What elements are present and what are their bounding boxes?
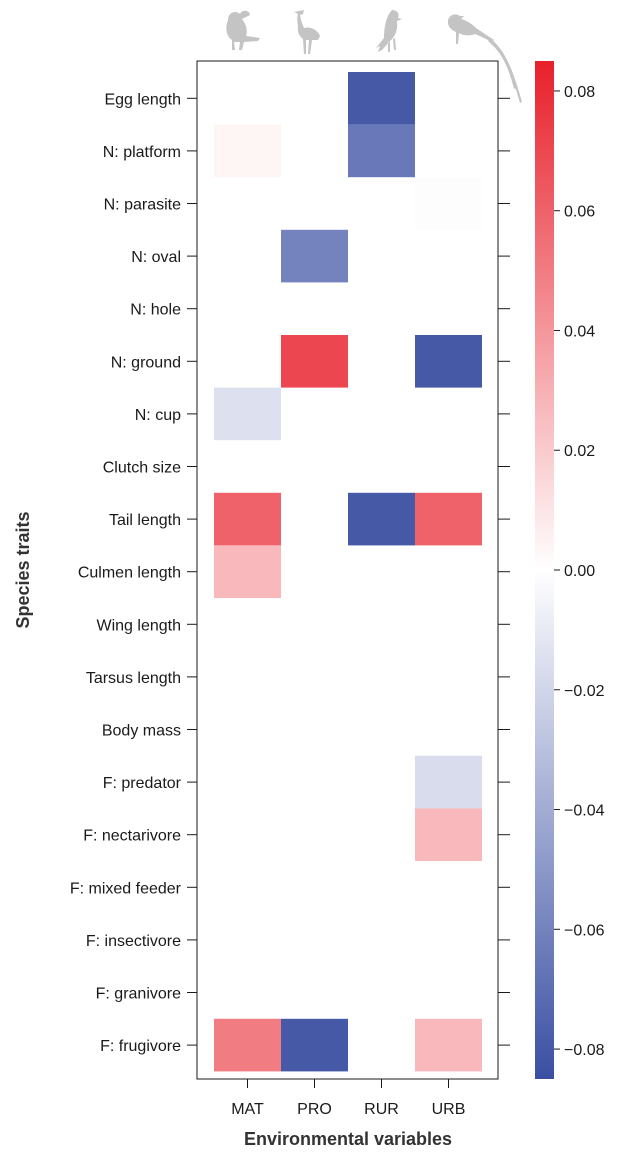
heatmap-cell (415, 177, 482, 230)
colorbar-tick-label: 0.08 (564, 84, 595, 101)
colorbar-tick-label: −0.04 (564, 803, 605, 820)
y-tick-label: N: oval (131, 249, 181, 266)
hornbill-icon (226, 10, 260, 51)
y-tick-label: F: predator (103, 775, 182, 792)
x-tick-label: MAT (231, 1101, 264, 1118)
y-tick-label: N: cup (135, 407, 181, 424)
x-tick-label: PRO (297, 1101, 332, 1118)
y-tick-label: Clutch size (103, 460, 181, 477)
heatmap-cell (214, 124, 281, 178)
y-tick-label: F: insectivore (86, 933, 181, 950)
heatmap-cell (214, 492, 281, 546)
heatmap-cells (214, 72, 482, 1072)
y-tick-label: N: platform (103, 144, 181, 161)
perching-bird-icon (376, 10, 402, 52)
x-axis: MAT PRO RUR URB (231, 1079, 465, 1118)
plot-frame (196, 60, 499, 1080)
colorbar-tick-label: −0.06 (564, 922, 605, 939)
heatmap-cell (281, 1018, 348, 1072)
heatmap-cell (214, 1018, 281, 1072)
heatmap-cell (348, 124, 415, 178)
heatmap-cell (415, 492, 482, 546)
y-tick-label: Tarsus length (86, 670, 181, 687)
x-axis-title: Environmental variables (244, 1129, 452, 1149)
y-tick-label: Tail length (109, 512, 181, 529)
column-icons (226, 10, 522, 103)
y-tick-label: F: nectarivore (83, 828, 181, 845)
long-tailed-bird-icon (447, 14, 522, 103)
heatmap-cell (415, 755, 482, 809)
colorbar-tick-label: 0.06 (564, 204, 595, 221)
heatmap-cell (348, 492, 415, 546)
colorbar-tick-label: −0.08 (564, 1042, 605, 1059)
heatmap-cell (281, 229, 348, 283)
colorbar-tick-label: −0.02 (564, 683, 605, 700)
colorbar-tick-label: 0.04 (564, 323, 595, 340)
stork-icon (294, 10, 320, 54)
y-tick-label: N: hole (130, 302, 181, 319)
colorbar (535, 61, 554, 1079)
y-tick-label: F: frugivore (100, 1038, 181, 1055)
heatmap-cell (348, 72, 415, 125)
y-tick-label: F: mixed feeder (70, 880, 182, 897)
heatmap-cell (281, 335, 348, 388)
heatmap-cell (415, 808, 482, 861)
x-tick-label: URB (432, 1101, 466, 1118)
y-axis: Egg length N: platform N: parasite N: oval N… (70, 91, 510, 1055)
y-tick-label: Culmen length (78, 565, 181, 582)
y-tick-label: Wing length (97, 617, 182, 634)
y-tick-label: Egg length (104, 91, 181, 108)
y-axis-title: Species traits (13, 511, 33, 628)
x-tick-label: RUR (364, 1101, 399, 1118)
y-tick-label: N: parasite (104, 197, 181, 214)
colorbar-tick-label: 0.02 (564, 443, 595, 460)
heatmap-cell (214, 387, 281, 441)
y-tick-label: F: granivore (96, 986, 181, 1003)
heatmap-cell (214, 545, 281, 598)
colorbar-ticks: 0.08 0.06 0.04 0.02 0.00 −0.02 −0.04 −0.06 −0.08 (554, 84, 605, 1059)
y-tick-label: Body mass (102, 723, 181, 740)
y-tick-label: N: ground (111, 354, 181, 371)
heatmap-cell (415, 335, 482, 388)
colorbar-tick-label: 0.00 (564, 563, 595, 580)
heatmap-cell (415, 1018, 482, 1072)
